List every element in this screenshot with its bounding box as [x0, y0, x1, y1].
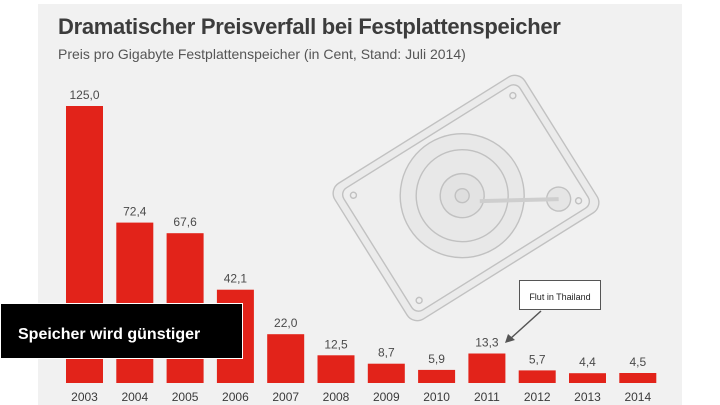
value-label-2012: 5,7 — [529, 352, 546, 366]
category-label-2012: 2012 — [524, 390, 551, 404]
bar-2007 — [267, 334, 305, 383]
value-label-2004: 72,4 — [123, 205, 147, 219]
annotation-pointer — [509, 310, 542, 340]
category-label-2009: 2009 — [373, 390, 400, 404]
value-label-2006: 42,1 — [224, 272, 248, 286]
bar-2013 — [569, 373, 606, 383]
bar-2012 — [518, 370, 556, 383]
value-label-2011: 13,3 — [475, 336, 499, 350]
category-label-2007: 2007 — [272, 390, 299, 404]
value-label-2009: 8,7 — [378, 346, 395, 360]
hard-drive-icon — [332, 74, 600, 322]
category-label-2003: 2003 — [71, 390, 98, 404]
value-label-2010: 5,9 — [428, 352, 445, 366]
category-label-2013: 2013 — [574, 390, 601, 404]
category-label-2014: 2014 — [624, 390, 651, 404]
overlay-banner: Speicher wird günstiger — [0, 303, 243, 359]
value-label-2013: 4,4 — [579, 355, 596, 369]
category-label-2011: 2011 — [474, 390, 500, 404]
chart-title: Dramatischer Preisverfall bei Festplatte… — [58, 14, 561, 39]
annotation-arrowhead — [505, 334, 515, 343]
category-label-2010: 2010 — [423, 390, 450, 404]
value-label-2007: 22,0 — [274, 316, 298, 330]
value-label-2003: 125,0 — [69, 88, 99, 102]
bar-2011 — [468, 353, 506, 383]
value-label-2008: 12,5 — [324, 337, 348, 351]
bar-2010 — [418, 369, 456, 383]
annotation-flut-thailand: Flut in Thailand — [519, 280, 601, 310]
category-label-2004: 2004 — [121, 390, 148, 404]
value-label-2014: 4,5 — [629, 355, 646, 369]
chart-subtitle: Preis pro Gigabyte Festplattenspeicher (… — [58, 46, 466, 62]
bar-2014 — [619, 373, 657, 383]
category-label-2006: 2006 — [222, 390, 249, 404]
value-label-2005: 67,6 — [173, 215, 197, 229]
category-label-2008: 2008 — [323, 390, 350, 404]
category-label-2005: 2005 — [172, 390, 199, 404]
bar-2008 — [317, 355, 355, 383]
category-labels-group: 2003 2004 2005 2006 2007 2008 2009 2010 2011 2012… — [71, 390, 651, 404]
value-labels-group: 125,0 72,4 67,6 42,1 22,0 12,5 8,7 5,9 13,3 5,7 4,… — [69, 88, 646, 369]
bar-2009 — [367, 363, 405, 383]
